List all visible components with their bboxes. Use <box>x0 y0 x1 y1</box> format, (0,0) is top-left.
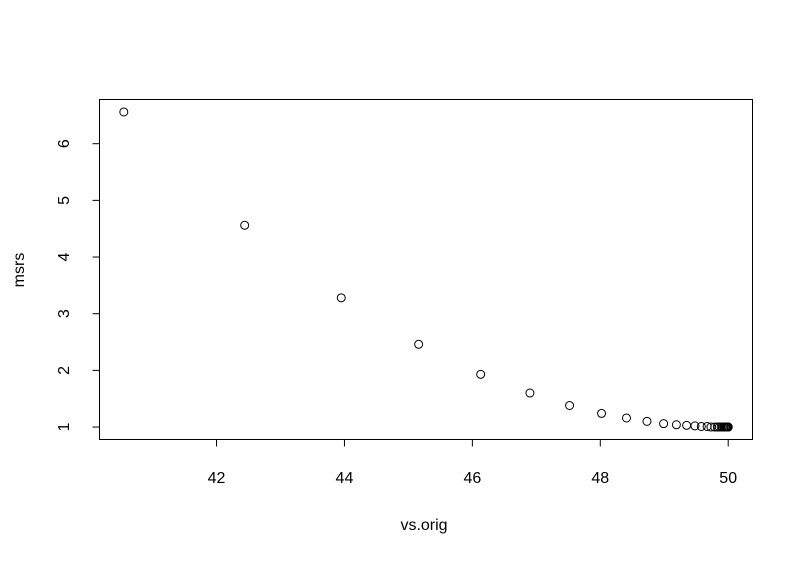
data-point <box>642 416 652 426</box>
y-tick-label: 4 <box>56 252 73 261</box>
x-tick-label: 50 <box>719 470 737 487</box>
y-tick-label: 5 <box>56 196 73 205</box>
data-point <box>696 421 706 431</box>
x-tick-label: 44 <box>336 470 354 487</box>
data-point <box>414 339 424 349</box>
data-points <box>119 107 733 432</box>
data-point <box>476 369 486 379</box>
y-tick-label: 3 <box>56 309 73 318</box>
y-axis-label: msrs <box>11 253 28 288</box>
x-tick-label: 48 <box>591 470 609 487</box>
data-point <box>723 422 733 432</box>
y-tick-label: 2 <box>56 366 73 375</box>
y-axis: 1 2 3 4 5 6 <box>56 139 100 431</box>
y-tick-label: 1 <box>56 422 73 431</box>
data-point <box>336 293 346 303</box>
data-point <box>690 421 700 431</box>
data-point <box>671 420 681 430</box>
x-axis: 42 44 46 48 50 <box>208 439 737 487</box>
x-tick-label: 46 <box>463 470 481 487</box>
data-point <box>659 419 669 429</box>
data-point <box>682 420 692 430</box>
data-point <box>119 107 129 117</box>
data-point <box>565 401 575 410</box>
plot-box <box>99 99 753 440</box>
x-axis-label: vs.orig <box>400 517 447 534</box>
data-point <box>622 413 632 423</box>
data-point <box>240 220 250 230</box>
x-tick-label: 42 <box>208 470 226 487</box>
data-point <box>525 388 535 398</box>
data-point <box>597 408 607 418</box>
y-tick-label: 6 <box>56 139 73 148</box>
